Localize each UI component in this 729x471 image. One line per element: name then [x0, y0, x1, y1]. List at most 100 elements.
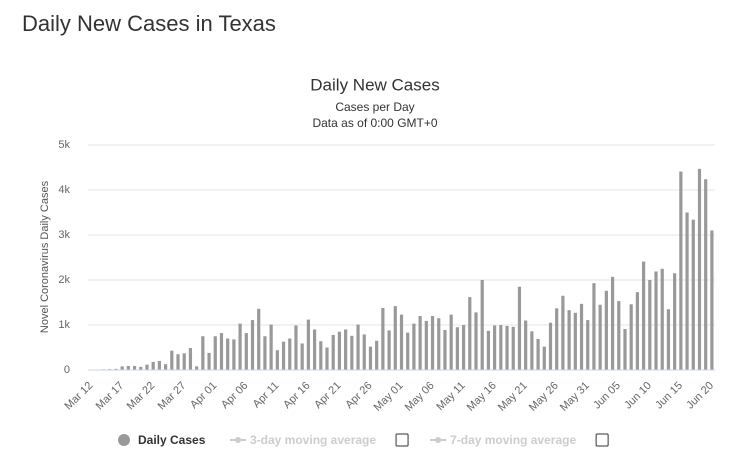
bar [697, 168, 702, 370]
bar [294, 325, 298, 370]
bar [238, 323, 242, 370]
bar [418, 316, 422, 370]
bar [660, 268, 664, 370]
bar [635, 292, 640, 370]
bar [226, 338, 230, 370]
y-tick-label: 4k [58, 184, 70, 196]
x-tick-label: Mar 27 [156, 380, 189, 413]
bar [188, 347, 193, 370]
checkbox[interactable] [395, 433, 409, 447]
bar [319, 341, 323, 370]
bar [151, 361, 155, 370]
bar [468, 297, 472, 370]
bar [263, 336, 267, 370]
chart-subtitle: Data as of 0:00 GMT+0 [312, 116, 437, 130]
bar [493, 325, 497, 370]
x-tick-label: Apr 01 [188, 380, 219, 411]
bar [306, 319, 310, 370]
bar [244, 333, 248, 370]
bar [350, 335, 354, 370]
x-tick-label: Mar 22 [125, 380, 158, 413]
legend-label[interactable]: 7-day moving average [450, 433, 576, 447]
bar [362, 334, 366, 370]
legend-marker [118, 434, 130, 446]
checkbox[interactable] [595, 433, 609, 447]
x-tick-label: Apr 16 [281, 380, 312, 411]
bar [288, 338, 292, 370]
bar [375, 340, 379, 370]
bar [511, 326, 515, 370]
y-tick-label: 1k [58, 319, 70, 331]
bar [337, 331, 342, 370]
bar [368, 346, 373, 370]
bar [486, 330, 491, 370]
bar [555, 308, 559, 370]
bar [120, 366, 124, 370]
bar [344, 329, 348, 370]
bar [449, 314, 453, 370]
bar [406, 332, 410, 370]
bar [399, 314, 404, 370]
y-tick-label: 5k [58, 139, 70, 151]
x-tick-label: May 16 [465, 380, 499, 414]
x-tick-label: Apr 26 [343, 380, 374, 411]
bar [592, 283, 596, 370]
bar [567, 310, 571, 370]
bar [182, 353, 186, 370]
bar [685, 212, 689, 370]
bar [679, 171, 683, 370]
bar [139, 366, 143, 370]
bar [629, 304, 633, 370]
x-tick-label: May 21 [496, 380, 530, 414]
bar [710, 230, 714, 370]
chart-subtitle: Cases per Day [335, 100, 414, 114]
bar [648, 280, 652, 370]
bar [437, 318, 441, 370]
bar [114, 368, 118, 370]
bar [455, 327, 459, 370]
x-tick-label: Jun 15 [653, 380, 685, 412]
bar [387, 330, 391, 370]
bar [536, 338, 540, 370]
bar [356, 324, 360, 370]
chart-title: Daily New Cases [310, 75, 439, 94]
bar [480, 280, 484, 370]
bar [213, 336, 217, 370]
bar [250, 320, 255, 370]
legend-label[interactable]: Daily Cases [138, 433, 206, 447]
bar [598, 304, 602, 370]
x-tick-label: Apr 06 [219, 380, 250, 411]
x-tick-label: May 06 [403, 380, 437, 414]
bar [201, 336, 205, 370]
y-tick-label: 2k [58, 274, 70, 286]
bar [530, 331, 534, 370]
bar [207, 352, 211, 370]
bar [430, 316, 435, 370]
bar [548, 322, 553, 370]
page-title: Daily New Cases in Texas [22, 11, 276, 36]
x-tick-label: Jun 05 [591, 380, 623, 412]
bar [604, 290, 608, 370]
bar [617, 301, 621, 370]
bar [443, 329, 447, 370]
bar [219, 333, 224, 370]
bar [300, 343, 304, 370]
bar [325, 347, 329, 370]
x-tick-label: Apr 11 [251, 380, 282, 411]
bar [666, 309, 671, 370]
bar [145, 364, 149, 370]
legend-label[interactable]: 3-day moving average [250, 433, 376, 447]
y-axis-label: Novel Coronavirus Daily Cases [39, 180, 51, 333]
bar [393, 306, 397, 370]
bar [673, 273, 677, 370]
x-tick-label: May 11 [434, 380, 467, 413]
bar [542, 346, 546, 370]
bar [474, 312, 478, 370]
bar [623, 329, 627, 370]
bar [157, 361, 161, 370]
bar [269, 324, 273, 370]
bar [524, 320, 528, 370]
bar [232, 339, 236, 370]
bar [610, 276, 615, 370]
legend-marker [435, 437, 442, 443]
